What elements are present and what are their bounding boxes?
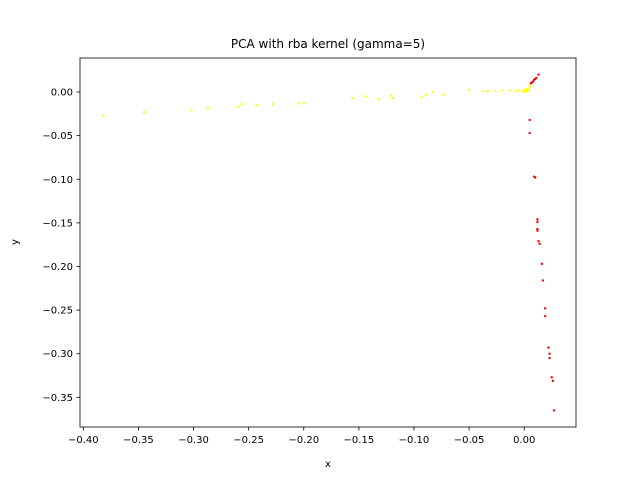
data-point [255, 103, 258, 107]
data-point [389, 94, 393, 97]
plot-area [79, 57, 577, 428]
x-tick-label: −0.10 [399, 435, 430, 446]
data-point [486, 89, 490, 93]
data-point [543, 307, 547, 310]
x-tick-label: −0.15 [344, 435, 375, 446]
y-axis-ticks: 0.00 −0.05 −0.10 −0.15 −0.20 −0.25 −0.30 −0.35 [42, 88, 80, 404]
data-point [520, 89, 524, 93]
data-point [526, 89, 529, 92]
data-point [540, 262, 544, 266]
data-point [538, 242, 541, 246]
data-point [550, 376, 553, 379]
data-point [391, 96, 395, 100]
y-tick-label: −0.25 [42, 306, 73, 317]
data-point [364, 95, 367, 98]
data-point [351, 96, 354, 100]
x-tick-label: −0.30 [178, 435, 209, 446]
data-point [271, 103, 275, 106]
data-point [297, 102, 300, 105]
x-tick-label: −0.40 [68, 435, 99, 446]
data-point [536, 229, 539, 232]
points-layer [101, 73, 556, 412]
data-point [190, 109, 193, 112]
data-point [534, 176, 537, 179]
data-point [431, 90, 434, 94]
data-point [548, 356, 551, 360]
data-point [548, 352, 551, 355]
data-point [500, 89, 504, 92]
data-point [526, 87, 529, 90]
data-point [494, 89, 497, 93]
data-point [543, 315, 547, 318]
data-point [240, 103, 244, 106]
data-point [529, 83, 533, 87]
data-point [551, 379, 555, 382]
data-point [536, 227, 539, 231]
data-point [508, 89, 512, 92]
x-tick-label: −0.05 [454, 435, 485, 446]
data-point [236, 105, 239, 109]
data-point [302, 102, 305, 105]
data-point [531, 80, 535, 83]
y-axis-label: y [10, 239, 21, 245]
data-point [524, 88, 527, 91]
y-tick-label: −0.30 [42, 349, 73, 360]
x-tick-label: −0.25 [233, 435, 264, 446]
chart-title: PCA with rba kernel (gamma=5) [231, 37, 425, 51]
x-axis-label: x [325, 459, 331, 470]
data-point [467, 89, 471, 92]
y-tick-label: −0.10 [42, 175, 73, 186]
y-tick-label: −0.05 [42, 131, 73, 142]
data-point [552, 409, 556, 412]
data-point [536, 218, 539, 221]
x-tick-label: −0.35 [123, 435, 154, 446]
y-tick-label: 0.00 [51, 88, 73, 99]
data-point [206, 107, 210, 110]
x-axis-ticks: −0.40 −0.35 −0.30 −0.25 −0.20 −0.15 −0.10 −0.05… [68, 427, 535, 446]
data-point [482, 89, 485, 93]
data-point [377, 97, 380, 101]
data-point [535, 76, 538, 80]
data-point [547, 346, 550, 349]
data-point [517, 89, 520, 92]
data-point [528, 85, 531, 88]
data-point [142, 110, 146, 114]
data-point [536, 220, 539, 224]
data-point [537, 73, 540, 76]
x-tick-label: 0.00 [513, 435, 535, 446]
data-point [537, 239, 540, 243]
y-tick-label: −0.15 [42, 218, 73, 229]
data-point [424, 93, 428, 96]
data-point [420, 96, 423, 99]
data-point [514, 89, 517, 93]
y-tick-label: −0.35 [42, 393, 73, 404]
data-point [101, 114, 105, 117]
data-point [541, 279, 545, 282]
data-point [528, 118, 531, 122]
y-tick-label: −0.20 [42, 262, 73, 273]
data-point [442, 93, 445, 96]
data-point [524, 90, 527, 94]
x-tick-label: −0.20 [288, 435, 319, 446]
data-point [528, 131, 531, 135]
